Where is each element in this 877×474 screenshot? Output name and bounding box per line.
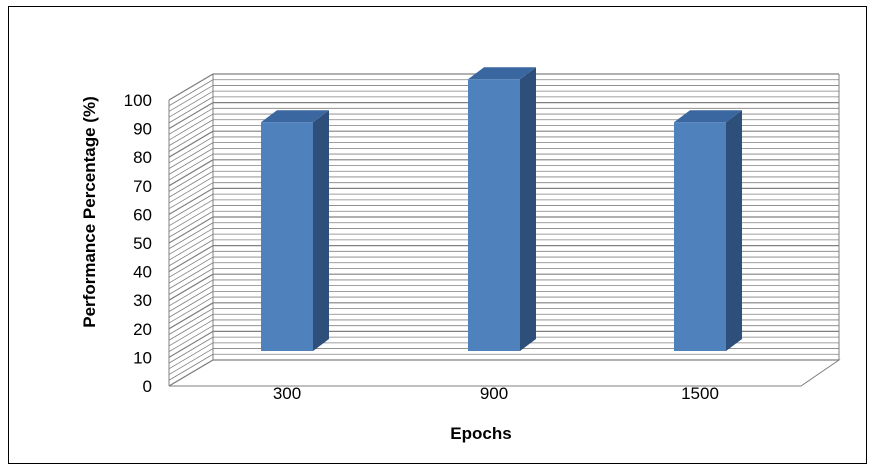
gridline-side [168, 125, 214, 152]
gridline-side [168, 176, 214, 204]
y-tick-label: 30 [133, 291, 152, 310]
bar [261, 110, 329, 351]
gridline-side [168, 187, 214, 215]
gridline-side [168, 182, 214, 210]
y-tick-label: 40 [133, 263, 152, 282]
gridline-side [168, 165, 214, 192]
gridline-side [168, 193, 214, 221]
y-tick-label: 90 [133, 120, 152, 139]
gridline-side [168, 256, 214, 284]
gridline-side [168, 199, 214, 227]
gridline-side [168, 119, 214, 147]
bar-side [313, 110, 329, 351]
x-tick-labels: 300 900 1500 [273, 384, 719, 403]
gridline-side [168, 130, 214, 158]
gridline-side [168, 302, 214, 330]
gridline-side [168, 359, 214, 387]
gridline-side [168, 113, 214, 141]
gridline-side [168, 96, 214, 124]
gridline-side [168, 319, 214, 347]
gridline-side [168, 159, 214, 187]
gridline-side [168, 330, 214, 358]
gridline-side [168, 325, 214, 353]
gridline-side [168, 273, 214, 301]
y-tick-label: 60 [133, 205, 152, 224]
gridline-side [168, 205, 214, 232]
x-tick-label: 300 [273, 384, 301, 403]
gridline-side [168, 148, 214, 175]
gridline-side [168, 233, 214, 261]
gridline-side [168, 245, 214, 273]
bar [468, 67, 536, 352]
x-axis-label: Epochs [450, 424, 511, 443]
x-tick-label: 1500 [681, 384, 719, 403]
gridline-side [168, 313, 214, 341]
gridline-side [168, 170, 214, 198]
gridline-side [168, 102, 214, 130]
bar-front [674, 122, 726, 351]
gridline-side [168, 336, 214, 364]
gridline-side [168, 279, 214, 307]
y-axis-label: Performance Percentage (%) [80, 96, 99, 327]
bars [261, 67, 742, 352]
gridline-side [168, 216, 214, 244]
gridline-side [168, 222, 214, 250]
gridline-side [168, 342, 214, 370]
y-tick-label: 70 [133, 177, 152, 196]
gridline-side [168, 85, 214, 112]
gridline-side [168, 228, 214, 255]
bar-side [726, 110, 742, 351]
gridline-side [168, 308, 214, 335]
gridline-side [168, 285, 214, 312]
gridline-side [168, 73, 214, 101]
gridline-side [168, 268, 214, 295]
gridline-side [168, 107, 214, 135]
gridline-side [168, 90, 214, 118]
gridline-side [168, 239, 214, 267]
y-tick-label: 80 [133, 148, 152, 167]
bar-front [468, 79, 520, 352]
bar-top [674, 110, 742, 123]
y-tick-label: 20 [133, 320, 152, 339]
x-tick-label: 900 [480, 384, 508, 403]
gridline-side [168, 262, 214, 290]
floor [168, 359, 841, 387]
y-tick-label: 100 [124, 91, 152, 110]
bar-top [261, 110, 329, 123]
bar-side [520, 67, 536, 352]
chart-frame: 0 10 20 30 40 50 60 70 80 90 100 300 900 1500 Perfor… [8, 6, 867, 464]
y-tick-label: 10 [133, 348, 152, 367]
gridline-side [168, 210, 214, 238]
gridline-side [168, 250, 214, 278]
bar-top [468, 67, 536, 80]
gridline-side [168, 142, 214, 169]
bar [674, 110, 742, 351]
y-tick-label: 0 [143, 377, 152, 396]
gridline-side [168, 353, 214, 381]
y-tick-labels: 0 10 20 30 40 50 60 70 80 90 100 [124, 91, 152, 396]
gridline-side [168, 153, 214, 181]
gridline-side [168, 291, 214, 318]
y-tick-label: 50 [133, 234, 152, 253]
bar-front [261, 122, 313, 351]
gridline-side [168, 79, 214, 107]
gridline-side [168, 296, 214, 324]
gridline-side [168, 136, 214, 164]
chart-plot: 0 10 20 30 40 50 60 70 80 90 100 300 900 1500 Perfor… [80, 67, 841, 443]
gridline-side [168, 348, 214, 375]
